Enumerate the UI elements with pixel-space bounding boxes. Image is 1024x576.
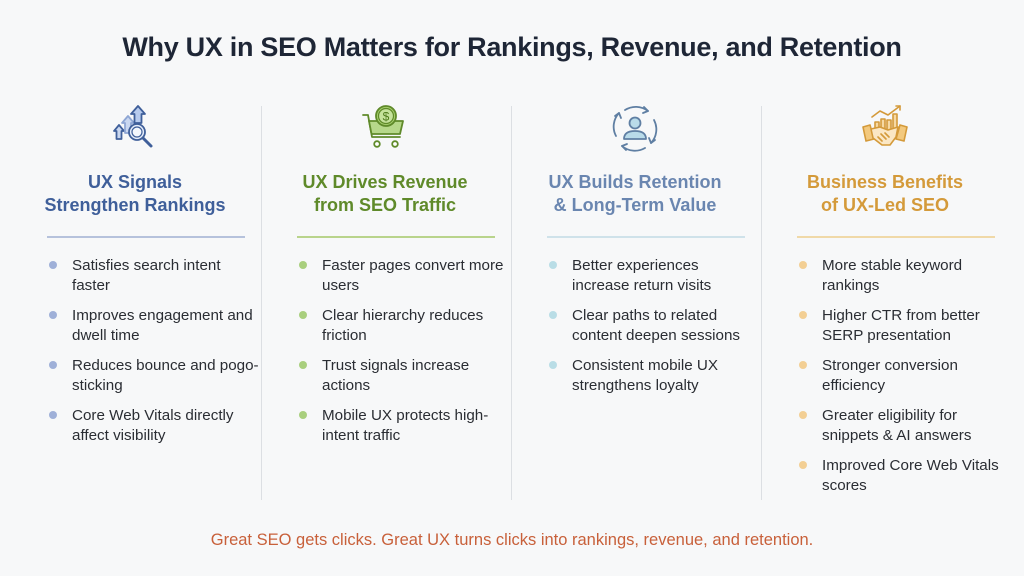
page-title: Why UX in SEO Matters for Rankings, Reve… — [122, 32, 902, 62]
heading-underline — [547, 236, 745, 238]
bullet-dot-icon — [549, 261, 557, 269]
bullet-list: Better experiences increase return visit… — [532, 256, 760, 406]
list-item: Higher CTR from better SERP presentation — [782, 306, 1010, 345]
column-divider — [261, 106, 262, 500]
list-item: Mobile UX protects high-intent traffic — [282, 406, 510, 445]
list-item: Improves engagement and dwell time — [32, 306, 260, 345]
shopping-cart-dollar-icon: $ — [360, 103, 410, 153]
heading-underline — [47, 236, 245, 238]
column-heading: UX Builds Retention & Long-Term Value — [548, 172, 722, 215]
user-cycle-icon — [610, 103, 660, 153]
heading-underline — [297, 236, 495, 238]
bullet-dot-icon — [49, 411, 57, 419]
column-heading: Business Benefits of UX-Led SEO — [806, 172, 964, 215]
bullet-list: Faster pages convert more users Clear hi… — [282, 256, 510, 456]
column-divider — [761, 106, 762, 500]
ranking-search-icon — [110, 103, 160, 153]
bullet-dot-icon — [49, 361, 57, 369]
list-item: Consistent mobile UX strengthens loyalty — [532, 356, 760, 395]
list-item: Stronger conversion efficiency — [782, 356, 1010, 395]
column-revenue: $ UX Drives Revenue from SEO Traffic Fas… — [260, 100, 510, 510]
bullet-dot-icon — [299, 411, 307, 419]
bullet-dot-icon — [299, 311, 307, 319]
bullet-dot-icon — [799, 261, 807, 269]
bullet-dot-icon — [299, 361, 307, 369]
bullet-dot-icon — [49, 261, 57, 269]
handshake-growth-icon — [860, 103, 910, 153]
bullet-dot-icon — [549, 311, 557, 319]
heading-underline — [797, 236, 995, 238]
column-divider — [511, 106, 512, 500]
column-heading: UX Drives Revenue from SEO Traffic — [302, 172, 468, 215]
bullet-list: More stable keyword rankings Higher CTR … — [782, 256, 1010, 506]
list-item: Trust signals increase actions — [282, 356, 510, 395]
bullet-dot-icon — [49, 311, 57, 319]
column-retention: UX Builds Retention & Long-Term Value Be… — [510, 100, 760, 510]
bullet-dot-icon — [299, 261, 307, 269]
bullet-dot-icon — [549, 361, 557, 369]
svg-text:$: $ — [383, 110, 390, 124]
list-item: Core Web Vitals directly affect visibili… — [32, 406, 260, 445]
list-item: Reduces bounce and pogo-sticking — [32, 356, 260, 395]
bullet-dot-icon — [799, 461, 807, 469]
list-item: Improved Core Web Vitals scores — [782, 456, 1010, 495]
list-item: Greater eligibility for snippets & AI an… — [782, 406, 1010, 445]
column-rankings: UX Signals Strengthen Rankings Satisfies… — [10, 100, 260, 510]
list-item: More stable keyword rankings — [782, 256, 1010, 295]
bullet-dot-icon — [799, 411, 807, 419]
list-item: Better experiences increase return visit… — [532, 256, 760, 295]
bullet-dot-icon — [799, 311, 807, 319]
list-item: Faster pages convert more users — [282, 256, 510, 295]
column-business-benefits: Business Benefits of UX-Led SEO More sta… — [760, 100, 1010, 510]
bullet-list: Satisfies search intent faster Improves … — [32, 256, 260, 456]
bullet-dot-icon — [799, 361, 807, 369]
column-heading: UX Signals Strengthen Rankings — [44, 172, 226, 215]
list-item: Clear paths to related content deepen se… — [532, 306, 760, 345]
tagline: Great SEO gets clicks. Great UX turns cl… — [210, 531, 814, 549]
list-item: Clear hierarchy reduces friction — [282, 306, 510, 345]
list-item: Satisfies search intent faster — [32, 256, 260, 295]
